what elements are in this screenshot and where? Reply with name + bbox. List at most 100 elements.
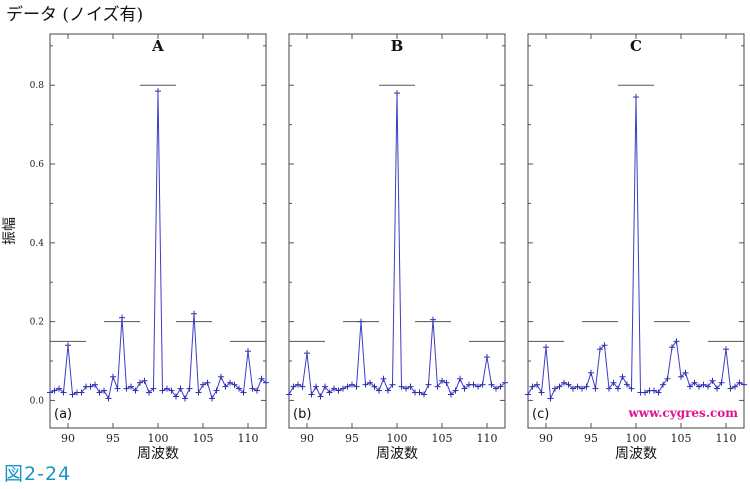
data-point [597,346,603,353]
plot-area [49,33,267,429]
x-axis-label: 周波数 [615,446,657,462]
data-point [65,342,71,349]
data-point [628,385,635,392]
data-point [570,385,576,392]
data-point [317,393,324,400]
data-point [123,385,130,392]
data-point [371,383,378,390]
data-point [367,379,373,386]
data-point [642,389,648,396]
x-tick-label: 90 [300,432,314,445]
data-point [222,383,229,390]
data-point [110,373,116,380]
data-point [475,383,481,390]
data-point [254,387,260,394]
data-point [705,383,711,390]
data-point [353,383,360,390]
data-point [552,385,558,392]
data-point [195,389,202,396]
data-point [132,387,139,394]
data-point [209,395,215,402]
data-point [696,383,702,390]
data-point [610,379,617,386]
data-point [718,379,725,386]
data-point [579,385,585,392]
data-point [326,389,333,396]
data-point [245,348,251,355]
data-point [322,383,328,390]
data-point [700,381,707,388]
y-tick-label: 0.8 [30,81,45,91]
data-point [398,383,405,390]
panel-label: (b) [293,407,311,422]
data-point [385,387,391,394]
data-point [497,383,504,390]
data-point [461,385,468,392]
x-tick-label: 100 [626,432,647,445]
data-point [349,381,355,388]
data-point [182,395,188,402]
data-point [723,346,729,353]
x-tick-label: 100 [148,432,169,445]
data-point [430,316,436,323]
data-point [457,375,463,382]
data-point [231,381,238,388]
data-point [308,391,315,398]
data-point [362,381,369,388]
data-point [335,387,342,394]
data-point [682,369,689,376]
data-point [60,389,67,396]
data-point [732,383,738,390]
data-point [660,381,666,388]
data-point [470,381,477,388]
data-point [236,385,242,392]
y-tick-label: 0.4 [30,239,45,249]
data-point [525,391,531,398]
data-point [651,387,657,394]
data-point [538,389,545,396]
data-point [534,381,540,388]
data-point [565,381,572,388]
panel-title: A [151,37,164,55]
data-point [340,385,346,392]
data-point [736,379,743,386]
data-point [407,383,414,390]
data-point [141,377,148,384]
data-point [741,381,747,388]
x-tick-label: 105 [671,432,692,445]
data-point [547,395,554,402]
data-point [164,385,170,392]
data-point [664,375,671,382]
data-point [227,379,233,386]
x-tick-label: 95 [345,432,359,445]
data-point [137,379,143,386]
data-point [655,389,662,396]
data-point [619,373,626,380]
data-point [177,385,184,392]
data-point [561,379,567,386]
data-point [452,387,459,394]
data-point [669,344,675,351]
data-point [96,389,103,396]
data-point [687,383,693,390]
panel-label: (a) [54,407,72,422]
x-tick-label: 110 [238,432,259,445]
data-point [678,373,684,380]
data-point [443,379,450,386]
y-tick-label: 0.0 [30,396,45,406]
data-point [114,385,121,392]
data-point [376,387,382,394]
figure-caption: 図2-24 [4,463,72,485]
data-point [592,385,599,392]
data-point [691,379,698,386]
data-point [47,389,53,396]
data-point [200,381,206,388]
data-point [416,389,423,396]
panel-title: C [630,37,642,55]
chart-panel-b: 90 95 100 105 110 B (b) 周波数 [286,33,508,462]
data-point [213,387,220,394]
x-tick-label: 110 [716,432,737,445]
data-point [155,88,161,95]
